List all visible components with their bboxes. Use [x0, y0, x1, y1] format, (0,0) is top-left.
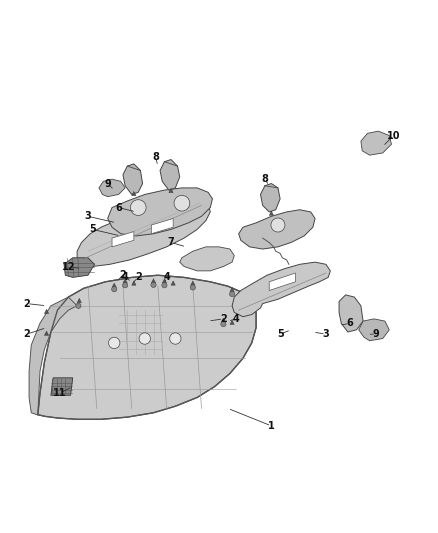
Polygon shape [77, 199, 210, 266]
Circle shape [170, 333, 181, 344]
Text: 4: 4 [233, 314, 240, 324]
Text: 9: 9 [373, 329, 380, 339]
Text: 2: 2 [120, 270, 126, 280]
Polygon shape [180, 247, 234, 271]
Text: 7: 7 [168, 238, 174, 247]
Circle shape [230, 292, 235, 297]
Circle shape [162, 282, 167, 288]
Circle shape [109, 337, 120, 349]
Circle shape [190, 285, 195, 290]
Text: 5: 5 [89, 224, 96, 235]
Text: 10: 10 [387, 131, 400, 141]
Text: 4: 4 [122, 272, 128, 282]
Text: 12: 12 [62, 262, 75, 271]
Text: 1: 1 [268, 421, 275, 431]
Polygon shape [29, 297, 77, 415]
Polygon shape [112, 283, 117, 287]
Circle shape [221, 321, 226, 327]
Polygon shape [230, 320, 234, 325]
Text: 4: 4 [163, 272, 170, 282]
Text: 2: 2 [135, 272, 141, 282]
Polygon shape [339, 295, 363, 332]
Polygon shape [359, 319, 389, 341]
Text: 2: 2 [220, 314, 227, 324]
Polygon shape [261, 183, 280, 212]
Text: 2: 2 [24, 329, 30, 339]
Circle shape [123, 282, 128, 288]
Circle shape [151, 282, 156, 287]
Text: 3: 3 [85, 211, 92, 221]
Polygon shape [221, 318, 226, 322]
Circle shape [174, 195, 190, 211]
Polygon shape [108, 188, 212, 236]
Circle shape [131, 200, 146, 215]
Polygon shape [361, 131, 392, 155]
Circle shape [76, 303, 81, 309]
Polygon shape [151, 219, 173, 234]
Polygon shape [239, 210, 315, 249]
Text: 6: 6 [346, 318, 353, 328]
Text: 8: 8 [152, 152, 159, 163]
Polygon shape [112, 231, 134, 247]
Polygon shape [64, 258, 95, 277]
Polygon shape [132, 191, 136, 196]
Polygon shape [269, 211, 274, 215]
Text: 8: 8 [261, 174, 268, 184]
Text: 3: 3 [323, 329, 329, 339]
Text: 5: 5 [277, 329, 283, 339]
Circle shape [112, 287, 117, 292]
Text: 11: 11 [53, 388, 67, 398]
Polygon shape [123, 279, 127, 283]
Text: 9: 9 [104, 179, 111, 189]
Polygon shape [152, 279, 155, 283]
Circle shape [271, 218, 285, 232]
Polygon shape [38, 275, 256, 419]
Circle shape [139, 333, 150, 344]
Polygon shape [162, 279, 166, 283]
Text: 6: 6 [115, 203, 122, 213]
Polygon shape [191, 281, 195, 285]
Polygon shape [232, 262, 330, 317]
Polygon shape [44, 331, 49, 335]
Polygon shape [230, 287, 234, 292]
Polygon shape [123, 164, 143, 195]
Polygon shape [269, 273, 295, 290]
Polygon shape [99, 179, 125, 197]
Polygon shape [77, 298, 81, 303]
Polygon shape [44, 309, 49, 313]
Polygon shape [171, 281, 175, 285]
Polygon shape [51, 378, 73, 395]
Polygon shape [160, 159, 180, 190]
Polygon shape [132, 281, 136, 285]
Text: 2: 2 [24, 298, 30, 309]
Polygon shape [169, 188, 173, 192]
